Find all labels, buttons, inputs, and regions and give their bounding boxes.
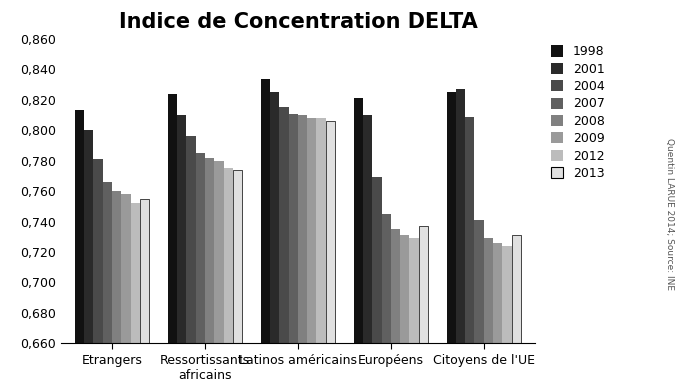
Bar (75, 110, 84, 390)
Bar (131, 203, 140, 390)
Bar (502, 246, 512, 390)
Bar (261, 78, 270, 390)
Bar (280, 108, 288, 390)
Bar (372, 177, 382, 390)
Bar (400, 235, 410, 390)
Bar (84, 130, 93, 390)
Bar (391, 229, 400, 390)
Title: Indice de Concentration DELTA: Indice de Concentration DELTA (118, 12, 477, 32)
Text: Quentin LARUE 2014; Source: INE: Quentin LARUE 2014; Source: INE (665, 138, 674, 291)
Bar (456, 89, 465, 390)
Bar (298, 115, 307, 390)
Bar (353, 98, 363, 390)
Bar (418, 226, 428, 390)
Bar (93, 159, 103, 390)
Bar (382, 214, 391, 390)
Bar (410, 238, 418, 390)
Bar (316, 118, 326, 390)
Bar (465, 117, 475, 390)
Bar (475, 220, 484, 390)
Bar (223, 168, 233, 390)
Legend: 1998, 2001, 2004, 2007, 2008, 2009, 2012, 2013: 1998, 2001, 2004, 2007, 2008, 2009, 2012… (550, 45, 605, 180)
Bar (205, 158, 214, 390)
Bar (270, 92, 280, 390)
Bar (307, 118, 316, 390)
Bar (233, 170, 242, 390)
Bar (112, 191, 121, 390)
Bar (140, 199, 149, 390)
Bar (214, 161, 223, 390)
Bar (512, 235, 521, 390)
Bar (326, 121, 335, 390)
Bar (196, 153, 205, 390)
Bar (363, 115, 372, 390)
Bar (186, 136, 196, 390)
Bar (177, 115, 186, 390)
Bar (288, 113, 298, 390)
Bar (447, 92, 456, 390)
Bar (168, 94, 177, 390)
Bar (103, 182, 112, 390)
Bar (493, 243, 502, 390)
Bar (121, 194, 131, 390)
Bar (484, 238, 493, 390)
